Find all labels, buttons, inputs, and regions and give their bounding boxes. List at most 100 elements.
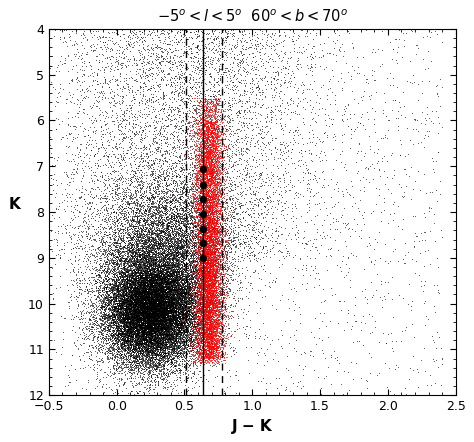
- Point: [160, 229, 167, 236]
- Point: [157, 273, 165, 280]
- Point: [125, 322, 133, 329]
- Point: [178, 266, 186, 273]
- Point: [205, 224, 212, 231]
- Point: [212, 206, 220, 213]
- Point: [82, 214, 89, 221]
- Point: [141, 347, 149, 354]
- Point: [176, 300, 183, 307]
- Point: [200, 219, 207, 226]
- Point: [199, 145, 206, 152]
- Point: [81, 88, 88, 95]
- Point: [388, 274, 395, 281]
- Point: [175, 334, 182, 341]
- Point: [124, 336, 132, 343]
- Point: [176, 322, 184, 329]
- Point: [202, 116, 210, 123]
- Point: [155, 299, 163, 306]
- Point: [166, 371, 174, 378]
- Point: [210, 278, 218, 285]
- Point: [171, 312, 179, 320]
- Point: [125, 249, 132, 256]
- Point: [125, 277, 132, 284]
- Point: [177, 287, 185, 294]
- Point: [189, 267, 197, 274]
- Point: [201, 139, 209, 146]
- Point: [75, 244, 83, 251]
- Point: [128, 321, 136, 328]
- Point: [110, 320, 118, 327]
- Point: [131, 286, 139, 293]
- Point: [321, 152, 328, 159]
- Point: [164, 349, 172, 356]
- Point: [153, 316, 161, 323]
- Point: [152, 279, 159, 286]
- Point: [113, 327, 120, 334]
- Point: [140, 248, 147, 255]
- Point: [290, 74, 298, 81]
- Point: [201, 316, 209, 324]
- Point: [214, 133, 221, 141]
- Point: [101, 263, 109, 270]
- Point: [167, 271, 175, 278]
- Point: [147, 340, 155, 347]
- Point: [185, 306, 193, 313]
- Point: [166, 300, 173, 307]
- Point: [209, 245, 216, 252]
- Point: [148, 316, 156, 323]
- Point: [195, 287, 202, 294]
- Point: [146, 241, 154, 248]
- Point: [136, 268, 144, 275]
- Point: [183, 200, 191, 207]
- Point: [162, 270, 170, 277]
- Point: [197, 161, 205, 168]
- Point: [158, 361, 166, 368]
- Point: [158, 289, 166, 296]
- Point: [201, 277, 209, 284]
- Point: [157, 133, 164, 140]
- Point: [158, 313, 166, 320]
- Point: [138, 295, 146, 302]
- Point: [155, 317, 163, 324]
- Point: [68, 260, 75, 267]
- Point: [172, 308, 180, 315]
- Point: [150, 273, 157, 280]
- Point: [147, 311, 155, 318]
- Point: [89, 222, 96, 229]
- Point: [154, 81, 162, 88]
- Point: [216, 312, 224, 319]
- Point: [128, 315, 135, 322]
- Point: [194, 109, 201, 116]
- Point: [125, 268, 132, 275]
- Point: [222, 313, 230, 320]
- Point: [208, 215, 216, 222]
- Point: [168, 327, 176, 334]
- Point: [191, 287, 198, 294]
- Point: [153, 372, 161, 379]
- Point: [215, 164, 223, 171]
- Point: [231, 206, 238, 213]
- Point: [160, 271, 167, 278]
- Point: [112, 144, 120, 151]
- Point: [115, 325, 122, 332]
- Point: [177, 330, 184, 337]
- Point: [119, 306, 127, 313]
- Point: [160, 305, 168, 312]
- Point: [114, 310, 122, 317]
- Point: [210, 248, 218, 255]
- Point: [134, 217, 141, 224]
- Point: [211, 275, 219, 282]
- Point: [201, 122, 208, 130]
- Point: [161, 313, 168, 320]
- Point: [371, 115, 378, 122]
- Point: [104, 255, 111, 262]
- Point: [226, 154, 233, 161]
- Point: [267, 77, 274, 84]
- Point: [154, 223, 161, 230]
- Point: [95, 277, 102, 284]
- Point: [160, 30, 168, 38]
- Point: [207, 98, 215, 105]
- Point: [110, 307, 118, 314]
- Point: [150, 297, 158, 305]
- Point: [207, 167, 215, 174]
- Point: [137, 231, 145, 238]
